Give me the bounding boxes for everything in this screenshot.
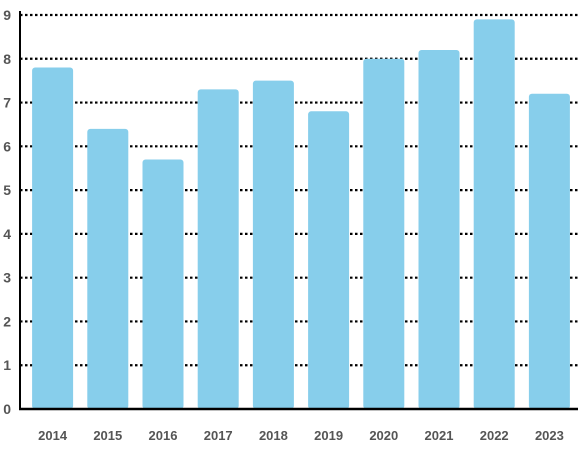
bar [32, 67, 74, 410]
y-tick-labels: 0 1 2 3 4 5 6 7 8 9 [3, 7, 11, 417]
bar [308, 111, 350, 410]
bar [142, 159, 184, 409]
y-tick-label: 2 [3, 313, 11, 329]
y-tick-label: 3 [3, 270, 11, 286]
y-tick-label: 6 [3, 138, 11, 154]
x-tick-label: 2015 [93, 428, 122, 443]
bar [252, 80, 294, 410]
y-tick-label: 1 [3, 357, 11, 373]
x-tick-label: 2019 [314, 428, 343, 443]
x-tick-label: 2017 [204, 428, 233, 443]
x-tick-label: 2020 [369, 428, 398, 443]
bar [418, 50, 460, 410]
y-tick-label: 8 [3, 51, 11, 67]
x-tick-label: 2016 [149, 428, 178, 443]
x-tick-label: 2022 [480, 428, 509, 443]
y-tick-label: 9 [3, 7, 11, 23]
x-tick-label: 2014 [38, 428, 68, 443]
bar [197, 89, 239, 409]
y-tick-label: 5 [3, 182, 11, 198]
axes [19, 11, 578, 411]
bars [32, 19, 570, 410]
bar [473, 19, 515, 409]
x-tick-labels: 2014 2015 2016 2017 2018 2019 2020 2021 2022 2023 [38, 428, 564, 443]
y-tick-label: 4 [3, 226, 11, 242]
bar [87, 128, 129, 410]
y-tick-label: 7 [3, 95, 11, 111]
bar [528, 93, 570, 410]
x-tick-label: 2018 [259, 428, 288, 443]
bar [363, 58, 405, 410]
y-tick-label: 0 [3, 401, 11, 417]
x-tick-label: 2021 [425, 428, 454, 443]
x-tick-label: 2023 [535, 428, 564, 443]
